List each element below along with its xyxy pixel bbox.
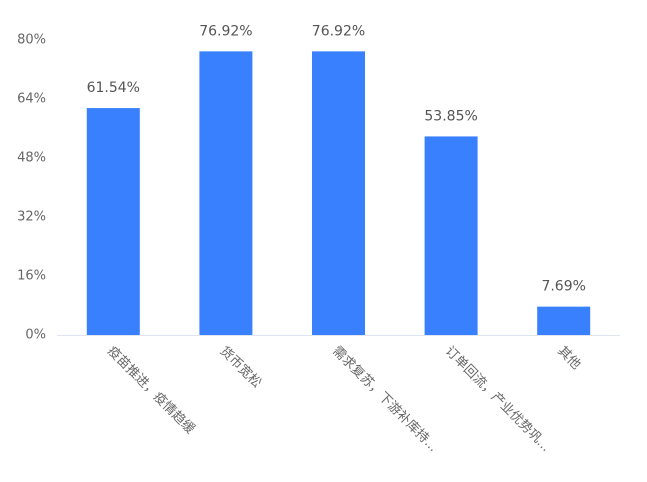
x-tick-label: 疫苗推进，疫情趋缓 [104,343,198,437]
bar [86,108,140,335]
x-tick-label: 其他 [554,344,583,373]
value-label: 76.92% [199,23,252,39]
value-label: 61.54% [87,80,140,96]
y-tick-label: 48% [17,151,46,166]
value-label: 76.92% [312,23,365,39]
x-tick-label: 货币宽松 [217,343,265,391]
x-tick-label: 需求复苏，下游补库持... [329,343,441,455]
value-label: 53.85% [424,108,477,124]
bar [312,51,365,336]
bar [199,51,253,336]
y-tick-label: 80% [17,33,46,48]
y-tick-label: 0% [25,328,46,343]
value-label: 7.69% [541,279,585,295]
bar [424,136,478,335]
y-tick-label: 32% [17,210,46,225]
x-tick-label: 订单回流，产业优势巩... [442,343,554,455]
y-tick-label: 16% [17,269,46,284]
bar [537,306,591,335]
y-tick-label: 64% [17,92,46,107]
